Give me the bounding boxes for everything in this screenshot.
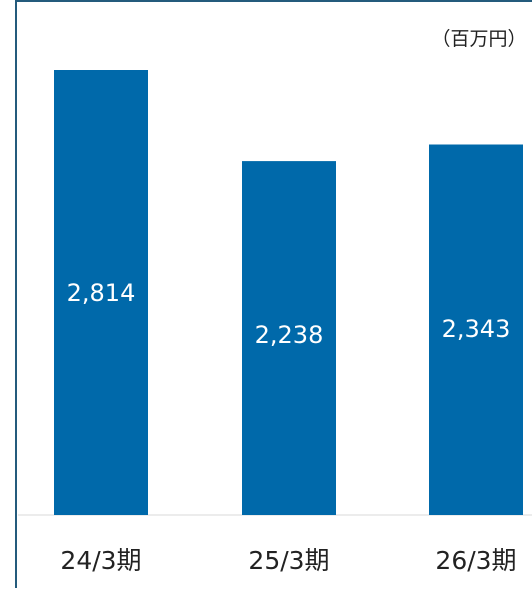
unit-label: （百万円）	[431, 28, 526, 50]
x-axis-tick-labels: 24/3期 25/3期 26/3期	[60, 546, 516, 575]
bar-value-label-2: 2,238	[255, 321, 324, 349]
x-tick-label-3: 26/3期	[435, 546, 516, 575]
bar-value-label-3: 2,343	[442, 315, 511, 343]
x-tick-label-2: 25/3期	[248, 546, 329, 575]
bar-labels-group: 2,814 2,238 2,343	[67, 279, 511, 349]
bar-1	[54, 70, 148, 515]
bar-value-label-1: 2,814	[67, 279, 136, 307]
bar-3	[429, 144, 523, 515]
bars-group	[54, 70, 523, 515]
bar-2	[242, 161, 336, 515]
x-tick-label-1: 24/3期	[60, 546, 141, 575]
